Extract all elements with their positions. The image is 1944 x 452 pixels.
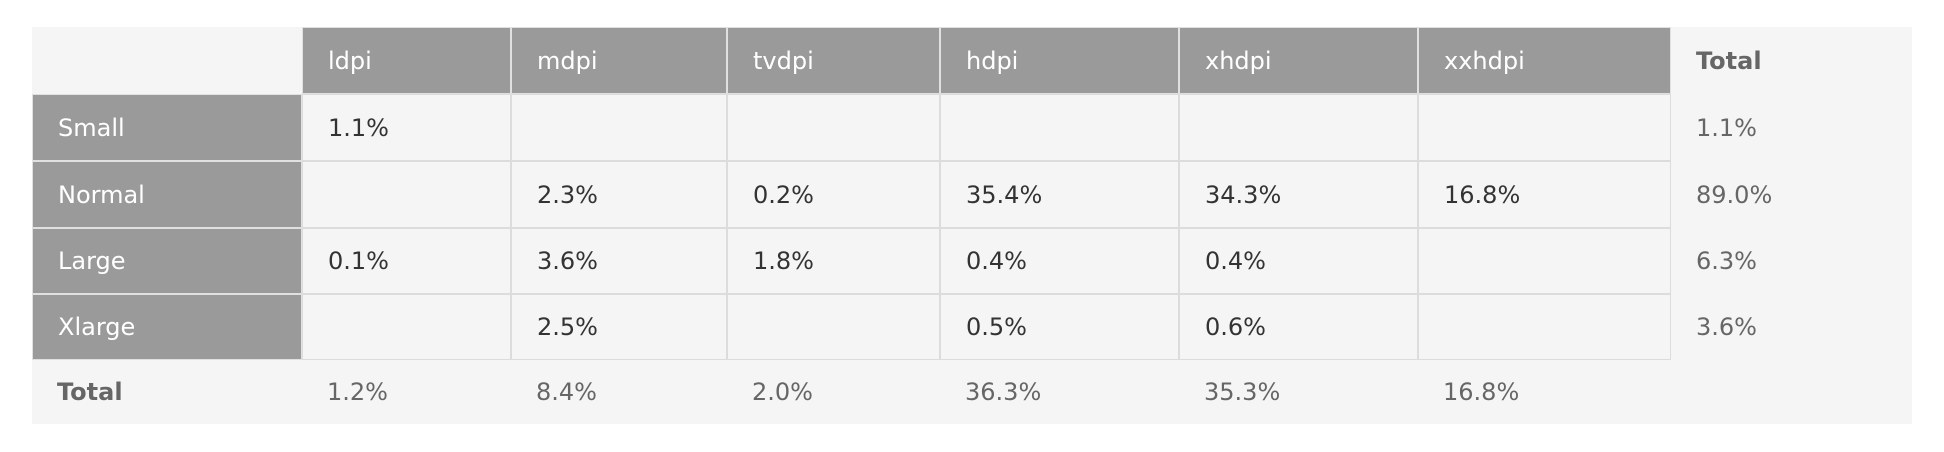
row-header: Xlarge <box>32 294 302 360</box>
table-cell: 34.3% <box>1179 161 1418 228</box>
table-cell <box>302 161 511 228</box>
row-total: 6.3% <box>1696 247 1757 275</box>
table-cell <box>1179 94 1418 161</box>
row-header: Small <box>32 94 302 161</box>
column-total: 35.3% <box>1204 378 1281 406</box>
table-cell <box>511 94 727 161</box>
table-cell: 0.4% <box>940 228 1179 294</box>
table-cell: 0.2% <box>727 161 940 228</box>
row-total: 89.0% <box>1696 180 1773 209</box>
row-header: Large <box>32 228 302 294</box>
table-cell: 1.1% <box>302 94 511 161</box>
column-header: ldpi <box>302 27 511 94</box>
table-cell: 1.8% <box>727 228 940 294</box>
table-cell <box>940 94 1179 161</box>
column-total: 1.2% <box>327 378 388 406</box>
total-row-label: Total <box>57 378 123 406</box>
column-total: 36.3% <box>965 378 1042 406</box>
table-cell: 0.6% <box>1179 294 1418 360</box>
table-cell: 3.6% <box>511 228 727 294</box>
column-header: mdpi <box>511 27 727 94</box>
column-header: xhdpi <box>1179 27 1418 94</box>
column-total: 16.8% <box>1443 378 1520 406</box>
table-cell: 2.3% <box>511 161 727 228</box>
table-cell <box>1418 94 1671 161</box>
table-cell: 35.4% <box>940 161 1179 228</box>
table-cell <box>302 294 511 360</box>
density-table: ldpi mdpi tvdpi hdpi xhdpi xxhdpi Total Small 1.… <box>32 27 1912 424</box>
column-header: tvdpi <box>727 27 940 94</box>
table-cell <box>1418 228 1671 294</box>
table-cell: 16.8% <box>1418 161 1671 228</box>
table-cell: 2.5% <box>511 294 727 360</box>
table-cell: 0.4% <box>1179 228 1418 294</box>
column-total: 2.0% <box>752 378 813 406</box>
table-cell <box>727 94 940 161</box>
table-cell: 0.1% <box>302 228 511 294</box>
row-total: 1.1% <box>1696 113 1757 142</box>
table-cell <box>1418 294 1671 360</box>
table-cell <box>727 294 940 360</box>
column-header: xxhdpi <box>1418 27 1671 94</box>
column-header: hdpi <box>940 27 1179 94</box>
table-cell: 0.5% <box>940 294 1179 360</box>
column-total: 8.4% <box>536 378 597 406</box>
row-header: Normal <box>32 161 302 228</box>
row-total: 3.6% <box>1696 313 1757 341</box>
total-column-header: Total <box>1696 46 1762 75</box>
